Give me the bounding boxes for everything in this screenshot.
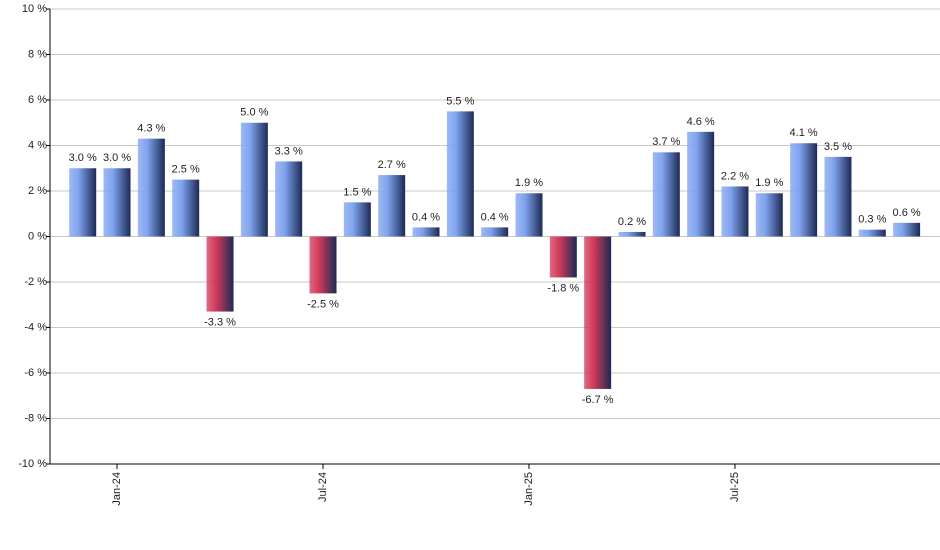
bar xyxy=(446,111,474,237)
bar xyxy=(275,161,303,237)
value-label: 5.0 % xyxy=(240,107,268,119)
value-label: -3.3 % xyxy=(204,316,236,328)
bar xyxy=(549,236,577,278)
value-label: -2.5 % xyxy=(307,298,339,310)
bar xyxy=(858,229,886,237)
value-label: -6.7 % xyxy=(582,394,614,406)
value-label: 2.7 % xyxy=(378,159,406,171)
bar xyxy=(584,236,612,389)
bar xyxy=(103,168,131,237)
value-label: 2.2 % xyxy=(721,170,749,182)
bar xyxy=(652,152,680,237)
y-tick-label: 6 % xyxy=(28,94,47,106)
y-tick-label: 4 % xyxy=(28,139,47,151)
value-label: 4.6 % xyxy=(687,116,715,128)
value-label: 0.3 % xyxy=(858,214,886,226)
value-label: 3.5 % xyxy=(824,141,852,153)
x-tick-label: Jan-24 xyxy=(111,472,123,506)
y-tick-label: -8 % xyxy=(24,412,47,424)
value-label: 3.7 % xyxy=(652,136,680,148)
bar xyxy=(412,227,440,237)
bar xyxy=(378,175,406,237)
bar xyxy=(824,156,852,237)
value-label: 1.9 % xyxy=(515,177,543,189)
value-label: 0.4 % xyxy=(412,211,440,223)
bar xyxy=(618,231,646,237)
bar xyxy=(137,138,165,237)
value-label: -1.8 % xyxy=(547,282,579,294)
value-label: 4.1 % xyxy=(790,127,818,139)
value-label: 1.5 % xyxy=(343,186,371,198)
bar xyxy=(755,193,783,237)
bar xyxy=(790,143,818,237)
x-tick-label: Jan-25 xyxy=(523,472,535,506)
x-tick-label: Jul-24 xyxy=(317,472,329,502)
y-tick-label: -4 % xyxy=(24,321,47,333)
bar xyxy=(893,222,921,237)
bar xyxy=(515,193,543,237)
bar xyxy=(240,122,268,237)
value-label: 1.9 % xyxy=(755,177,783,189)
y-tick-label: -6 % xyxy=(24,367,47,379)
value-label: 3.0 % xyxy=(69,152,97,164)
y-tick-label: -10 % xyxy=(18,458,47,470)
bar xyxy=(481,227,509,237)
bar xyxy=(343,202,371,237)
value-label: 0.6 % xyxy=(893,207,921,219)
y-tick-label: 8 % xyxy=(28,48,47,60)
value-label: 4.3 % xyxy=(137,123,165,135)
bar xyxy=(206,236,234,312)
bar xyxy=(309,236,337,294)
bar xyxy=(687,131,715,237)
bar xyxy=(69,168,97,237)
value-label: 2.5 % xyxy=(172,164,200,176)
y-tick-label: 0 % xyxy=(28,230,47,242)
x-tick-label: Jul-25 xyxy=(729,472,741,502)
y-tick-label: 10 % xyxy=(22,3,47,15)
bar xyxy=(172,179,200,237)
value-label: 5.5 % xyxy=(446,95,474,107)
y-tick-label: -2 % xyxy=(24,276,47,288)
value-label: 0.2 % xyxy=(618,216,646,228)
value-label: 0.4 % xyxy=(481,211,509,223)
value-label: 3.3 % xyxy=(275,145,303,157)
bar xyxy=(721,186,749,237)
y-tick-label: 2 % xyxy=(28,185,47,197)
value-label: 3.0 % xyxy=(103,152,131,164)
